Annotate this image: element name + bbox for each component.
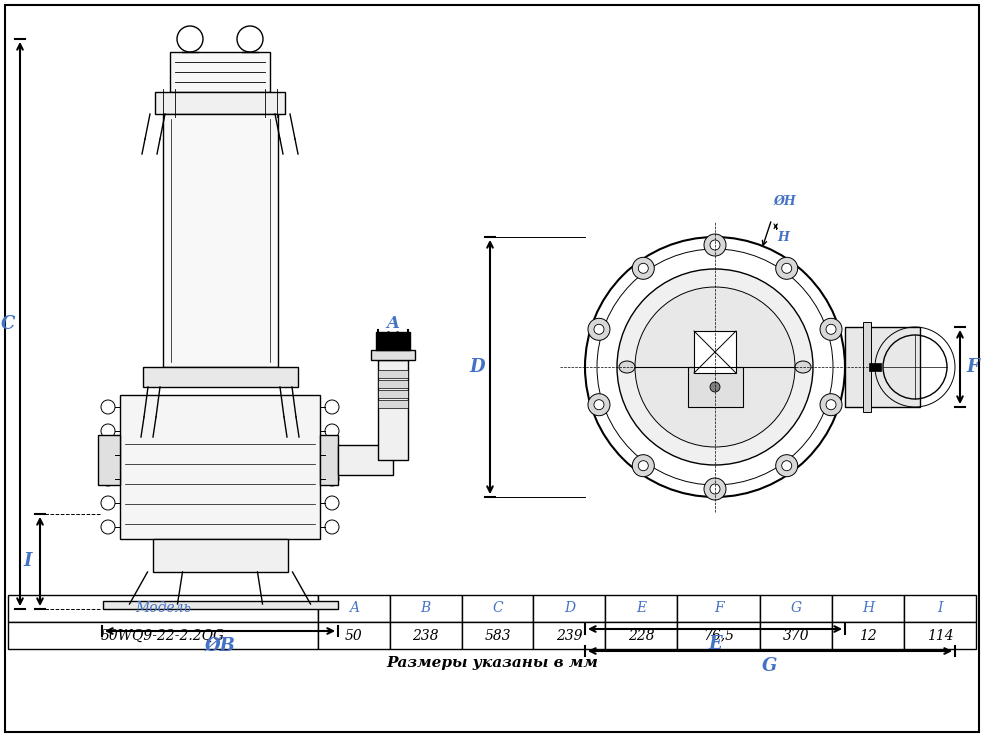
Circle shape bbox=[635, 287, 795, 447]
Bar bbox=[318, 622, 390, 649]
Bar bbox=[761, 595, 832, 622]
Bar bbox=[390, 622, 461, 649]
Bar bbox=[8, 622, 318, 649]
Bar bbox=[832, 622, 904, 649]
Circle shape bbox=[633, 455, 654, 477]
Bar bbox=[533, 595, 605, 622]
Bar bbox=[904, 595, 976, 622]
Circle shape bbox=[820, 318, 842, 340]
Circle shape bbox=[775, 455, 798, 477]
Text: 583: 583 bbox=[484, 629, 511, 643]
Bar bbox=[120, 395, 320, 539]
Bar bbox=[461, 595, 533, 622]
Circle shape bbox=[639, 263, 648, 273]
Circle shape bbox=[775, 257, 798, 279]
Circle shape bbox=[594, 324, 604, 335]
Text: D: D bbox=[564, 601, 575, 615]
Bar bbox=[170, 52, 270, 92]
Text: 12: 12 bbox=[859, 629, 877, 643]
Bar bbox=[378, 360, 408, 460]
Bar bbox=[688, 367, 743, 407]
Bar bbox=[318, 595, 390, 622]
Bar bbox=[153, 539, 287, 572]
Bar bbox=[376, 332, 410, 350]
Bar bbox=[378, 390, 408, 398]
Bar bbox=[605, 595, 677, 622]
Circle shape bbox=[594, 399, 604, 410]
Text: H: H bbox=[777, 231, 789, 244]
Text: I: I bbox=[938, 601, 943, 615]
Circle shape bbox=[617, 269, 813, 465]
Text: B: B bbox=[420, 601, 431, 615]
Ellipse shape bbox=[700, 347, 730, 367]
Text: 239: 239 bbox=[556, 629, 583, 643]
Circle shape bbox=[820, 394, 842, 416]
Bar bbox=[904, 622, 976, 649]
Text: ØB: ØB bbox=[205, 637, 235, 655]
Bar bbox=[102, 601, 338, 609]
Text: 50WQ9-22-2.2QG: 50WQ9-22-2.2QG bbox=[100, 629, 225, 643]
Bar bbox=[98, 435, 120, 485]
Bar bbox=[8, 595, 318, 622]
Bar bbox=[461, 622, 533, 649]
Bar bbox=[155, 92, 285, 114]
Text: F: F bbox=[966, 358, 979, 376]
Text: 238: 238 bbox=[412, 629, 439, 643]
Circle shape bbox=[781, 263, 792, 273]
Text: 76,5: 76,5 bbox=[704, 629, 734, 643]
Text: C: C bbox=[492, 601, 503, 615]
Circle shape bbox=[639, 461, 648, 471]
Circle shape bbox=[826, 324, 836, 335]
Text: ØH: ØH bbox=[773, 195, 796, 207]
Text: 114: 114 bbox=[927, 629, 953, 643]
Circle shape bbox=[826, 399, 836, 410]
Text: I: I bbox=[24, 553, 32, 570]
Text: 370: 370 bbox=[783, 629, 810, 643]
Circle shape bbox=[633, 257, 654, 279]
Bar bbox=[677, 595, 761, 622]
Bar bbox=[378, 399, 408, 408]
Text: F: F bbox=[714, 601, 723, 615]
Text: A: A bbox=[387, 315, 400, 332]
Text: D: D bbox=[469, 358, 485, 376]
Text: Модель: Модель bbox=[135, 601, 191, 615]
Bar bbox=[869, 363, 881, 371]
Bar bbox=[320, 435, 338, 485]
Bar bbox=[533, 622, 605, 649]
Bar bbox=[694, 331, 736, 373]
Bar bbox=[378, 370, 408, 378]
Text: G: G bbox=[763, 657, 777, 675]
Ellipse shape bbox=[795, 361, 811, 373]
Bar bbox=[162, 114, 277, 367]
Circle shape bbox=[588, 394, 610, 416]
Bar bbox=[832, 595, 904, 622]
Circle shape bbox=[781, 461, 792, 471]
Bar bbox=[143, 367, 297, 387]
Bar bbox=[338, 445, 393, 475]
Bar bbox=[863, 322, 871, 412]
Circle shape bbox=[704, 478, 726, 500]
Bar bbox=[605, 622, 677, 649]
Text: C: C bbox=[1, 315, 15, 333]
Text: A: A bbox=[348, 601, 359, 615]
Text: 50: 50 bbox=[344, 629, 362, 643]
Bar bbox=[677, 622, 761, 649]
Circle shape bbox=[588, 318, 610, 340]
Bar bbox=[378, 380, 408, 388]
Circle shape bbox=[710, 240, 720, 250]
Circle shape bbox=[710, 382, 720, 392]
Circle shape bbox=[704, 234, 726, 256]
Bar bbox=[761, 622, 832, 649]
Text: 228: 228 bbox=[628, 629, 654, 643]
Bar bbox=[371, 350, 415, 360]
Text: E: E bbox=[637, 601, 646, 615]
Text: G: G bbox=[791, 601, 802, 615]
Bar bbox=[845, 327, 920, 407]
Text: E: E bbox=[708, 635, 722, 653]
Ellipse shape bbox=[619, 361, 635, 373]
Text: H: H bbox=[862, 601, 874, 615]
Circle shape bbox=[710, 484, 720, 494]
Text: Размеры указаны в мм: Размеры указаны в мм bbox=[386, 656, 598, 670]
Bar bbox=[390, 595, 461, 622]
